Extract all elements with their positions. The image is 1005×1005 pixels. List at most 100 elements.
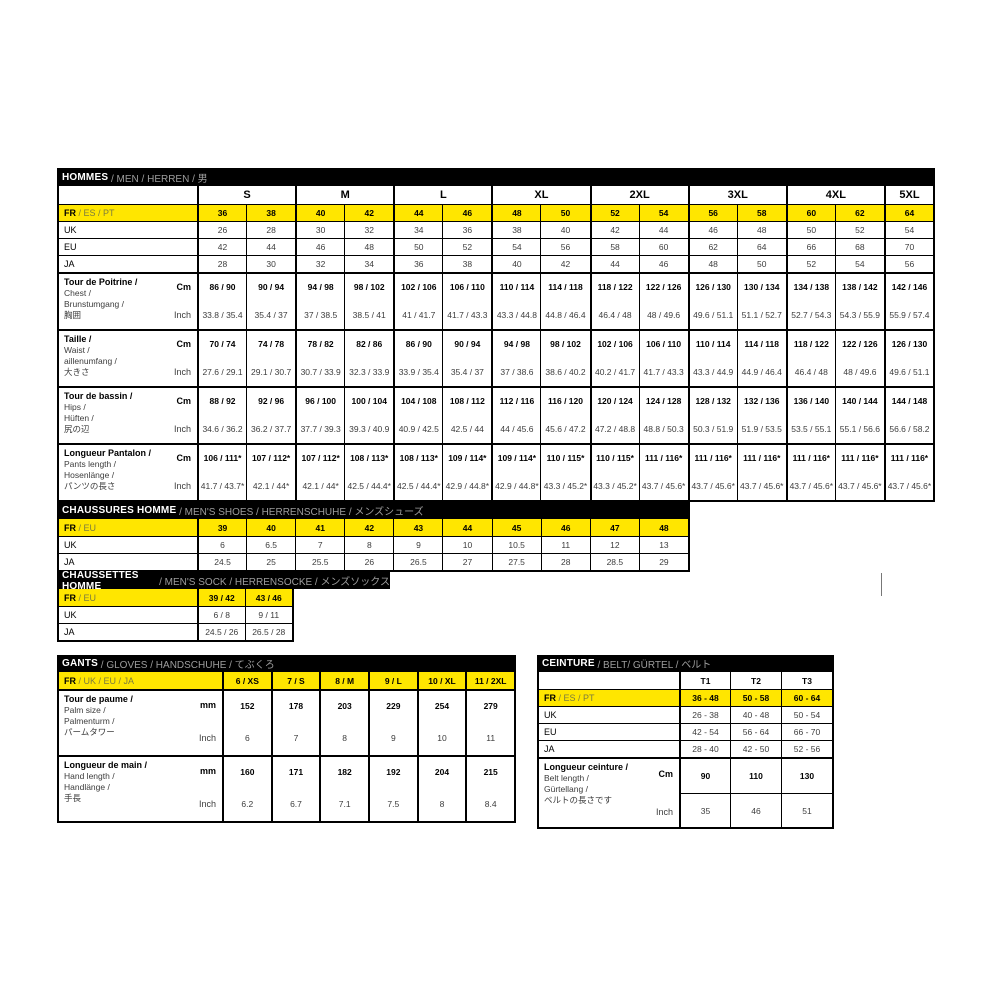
measurement-value-top: 106 / 110 bbox=[442, 274, 491, 300]
hommes-conversion-value: 32 bbox=[295, 256, 344, 272]
measurement-value-bottom: 41.7 / 43.3 bbox=[442, 300, 491, 329]
hommes-conversion-value: 32 bbox=[344, 222, 393, 238]
belt-column-header-t2: T2 bbox=[730, 672, 781, 689]
measurement-value-bottom: 33.8 / 35.4 bbox=[197, 300, 246, 329]
measurement-value-top: 126 / 130 bbox=[687, 274, 737, 300]
belt-size-value: 60 - 64 bbox=[781, 690, 832, 706]
measurement-value-top: 107 / 112* bbox=[246, 445, 295, 471]
measurement-value-bottom: 7 bbox=[270, 720, 320, 755]
belt-header-spacer bbox=[539, 672, 679, 689]
hommes-row-ja: JA 28 30 32 34 36 38 40 42 44 46 48 50 52 54 56 bbox=[59, 255, 933, 272]
measurement-label-line: Palm size / bbox=[64, 705, 106, 715]
measurement-value-bottom: 42.5 / 44.4* bbox=[393, 471, 442, 500]
hommes-conversion-value: 28 bbox=[197, 256, 246, 272]
socks-conversion-value: 24.5 / 26 bbox=[197, 624, 245, 640]
measurement-value-bottom: 48 / 49.6 bbox=[834, 357, 884, 386]
measurement-value-bottom: 34.6 / 36.2 bbox=[197, 414, 246, 443]
shoes-conversion-value: 27.5 bbox=[491, 554, 541, 570]
belt-conversion-value: 50 - 54 bbox=[781, 707, 832, 723]
measurement-value-bottom: 43.3 / 45.2* bbox=[540, 471, 589, 500]
measurement-value-bottom: 44.9 / 46.4 bbox=[736, 357, 786, 386]
measurement-label-line: Belt length / bbox=[544, 773, 589, 783]
hommes-row-label: EU bbox=[64, 242, 77, 252]
measurement-value-top: 203 bbox=[319, 691, 368, 720]
measurement-value-bottom: 53.5 / 55.1 bbox=[785, 414, 835, 443]
measurement-label-line: Taille / bbox=[64, 334, 92, 344]
measurement-value-top: 107 / 112* bbox=[295, 445, 344, 471]
hommes-size-value: 58 bbox=[736, 205, 786, 221]
hommes-rows: S M L XL 2XL 3XL 4XL 5XL FR / ES / PT 36 38 40 42 44 4… bbox=[57, 186, 935, 502]
belt-conversion-value: 28 - 40 bbox=[679, 741, 730, 757]
hommes-row-uk: UK 26 28 30 32 34 36 38 40 42 44 46 48 50 52 54 bbox=[59, 221, 933, 238]
gloves-size-value: 8 / M bbox=[319, 672, 368, 689]
measurement-value-top: 86 / 90 bbox=[393, 331, 442, 357]
measurement-value-top: 114 / 118 bbox=[736, 331, 786, 357]
measurement-value-top: 134 / 138 bbox=[785, 274, 835, 300]
socks-conversion-value: 9 / 11 bbox=[244, 607, 293, 623]
measurement-value-top: 82 / 86 bbox=[344, 331, 393, 357]
shoes-row-uk: UK 6 6.5 7 8 9 10 10.5 11 12 13 bbox=[59, 536, 688, 553]
measurement-value-bottom: 55.9 / 57.4 bbox=[883, 300, 933, 329]
belt-conversion-value: 56 - 64 bbox=[730, 724, 781, 740]
measurement-value-top: 70 / 74 bbox=[197, 331, 246, 357]
measurement-value-top: 90 / 94 bbox=[442, 331, 491, 357]
belt-table: CEINTURE / BELT/ GÜRTEL / ベルト T1 T2 T3 FR / … bbox=[537, 655, 834, 829]
measurement-value-bottom: 43.3 / 45.2* bbox=[589, 471, 639, 500]
measurement-value-top: 144 / 148 bbox=[883, 388, 933, 414]
shoes-size-row-label-primary: FR bbox=[64, 522, 76, 533]
belt-size-row-label: FR / ES / PT bbox=[539, 690, 679, 706]
socks-size-row-label-primary: FR bbox=[64, 592, 76, 603]
hommes-size-value: 64 bbox=[883, 205, 933, 221]
measurement-value-top: 110 / 115* bbox=[540, 445, 589, 471]
measurement-palm-size-label: Tour de paume / Palm size / Palmenturm / パー… bbox=[59, 691, 222, 755]
measurement-value-top: 111 / 116* bbox=[638, 445, 688, 471]
measurement-value-bottom: 51.9 / 53.5 bbox=[736, 414, 786, 443]
socks-row-ja: JA 24.5 / 26 26.5 / 28 bbox=[59, 623, 292, 640]
measurement-value-bottom: 43.3 / 44.8 bbox=[491, 300, 540, 329]
measurement-value-top: 171 bbox=[270, 757, 320, 786]
measurement-value-bottom: 38.5 / 41 bbox=[344, 300, 393, 329]
measurement-label-line: パンツの長さ bbox=[64, 481, 116, 491]
shoes-size-value: 47 bbox=[589, 519, 639, 536]
measurement-label-line: Handlänge / bbox=[64, 782, 110, 792]
measurement-value-top: 204 bbox=[416, 757, 466, 786]
measurement-value-top: 126 / 130 bbox=[883, 331, 933, 357]
hommes-conversion-value: 26 bbox=[197, 222, 246, 238]
measurement-value-bottom: 40.9 / 42.5 bbox=[393, 414, 442, 443]
shoes-row-label: JA bbox=[64, 557, 75, 567]
hommes-conversion-value: 34 bbox=[344, 256, 393, 272]
measurement-value-top: 192 bbox=[368, 757, 417, 786]
measurement-value-top: 102 / 106 bbox=[393, 274, 442, 300]
measurement-value-bottom: 43.3 / 44.9 bbox=[687, 357, 737, 386]
shoes-size-value: 45 bbox=[491, 519, 541, 536]
belt-size-row: FR / ES / PT 36 - 48 50 - 58 60 - 64 bbox=[539, 689, 832, 706]
shoes-size-row-label: FR / EU bbox=[59, 519, 197, 536]
size-group-l: L bbox=[393, 186, 491, 204]
shoes-conversion-value: 12 bbox=[589, 537, 639, 553]
hommes-conversion-value: 52 bbox=[834, 222, 884, 238]
hommes-conversion-value: 70 bbox=[883, 239, 933, 255]
measurement-value-top: 118 / 122 bbox=[589, 274, 639, 300]
shoes-title-primary: CHAUSSURES HOMME bbox=[62, 505, 177, 516]
shoes-conversion-value: 26.5 bbox=[393, 554, 442, 570]
measurement-value-bottom: 48.8 / 50.3 bbox=[638, 414, 688, 443]
hommes-conversion-value: 54 bbox=[491, 239, 540, 255]
belt-size-row-label-primary: FR bbox=[544, 693, 556, 703]
measurement-label-line: 尻の辺 bbox=[64, 424, 90, 434]
hommes-conversion-value: 36 bbox=[393, 256, 442, 272]
measurement-value-bottom: 55.1 / 56.6 bbox=[834, 414, 884, 443]
unit-top: Cm bbox=[176, 453, 191, 463]
measurement-value-bottom: 10 bbox=[416, 720, 466, 755]
shoes-title-secondary: / MEN'S SHOES / HERRENSCHUHE / メンズシューズ bbox=[176, 507, 424, 518]
measurement-value-bottom: 48 / 49.6 bbox=[638, 300, 688, 329]
hommes-conversion-value: 44 bbox=[638, 222, 688, 238]
belt-rows: T1 T2 T3 FR / ES / PT 36 - 48 50 - 58 60 - 64 U… bbox=[537, 672, 834, 829]
measurement-value-bottom: 7.5 bbox=[368, 786, 417, 821]
measurement-value-top: 152 bbox=[222, 691, 271, 720]
measurement-value-top: 78 / 82 bbox=[295, 331, 344, 357]
measurement-value-top: 110 / 114 bbox=[491, 274, 540, 300]
hommes-size-value: 40 bbox=[295, 205, 344, 221]
measurement-hips: Tour de bassin / Hips / Hüften / 尻の辺 Cm Inch 8… bbox=[59, 386, 933, 443]
